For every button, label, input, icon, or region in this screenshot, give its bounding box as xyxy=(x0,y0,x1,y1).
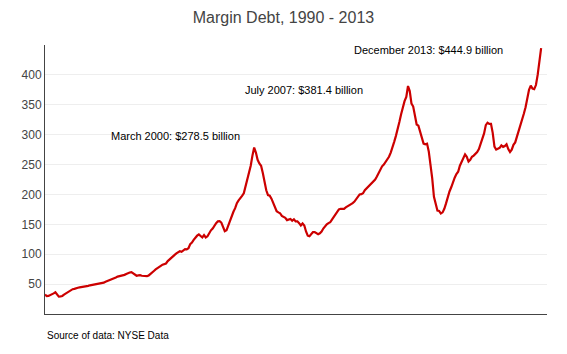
svg-text:350: 350 xyxy=(22,98,42,112)
svg-text:March 2000: $278.5 billion: March 2000: $278.5 billion xyxy=(111,130,240,142)
svg-text:Margin Debt, 1990 - 2013: Margin Debt, 1990 - 2013 xyxy=(193,9,375,26)
svg-text:250: 250 xyxy=(22,158,42,172)
svg-text:300: 300 xyxy=(22,128,42,142)
svg-text:December 2013: $444.9 billion: December 2013: $444.9 billion xyxy=(354,44,503,56)
svg-text:Source of data: NYSE Data: Source of data: NYSE Data xyxy=(47,330,169,341)
svg-text:150: 150 xyxy=(22,218,42,232)
svg-text:July 2007: $381.4 billion: July 2007: $381.4 billion xyxy=(245,84,363,96)
svg-text:100: 100 xyxy=(22,247,42,261)
svg-text:50: 50 xyxy=(28,277,42,291)
svg-text:400: 400 xyxy=(22,68,42,82)
svg-text:200: 200 xyxy=(22,188,42,202)
